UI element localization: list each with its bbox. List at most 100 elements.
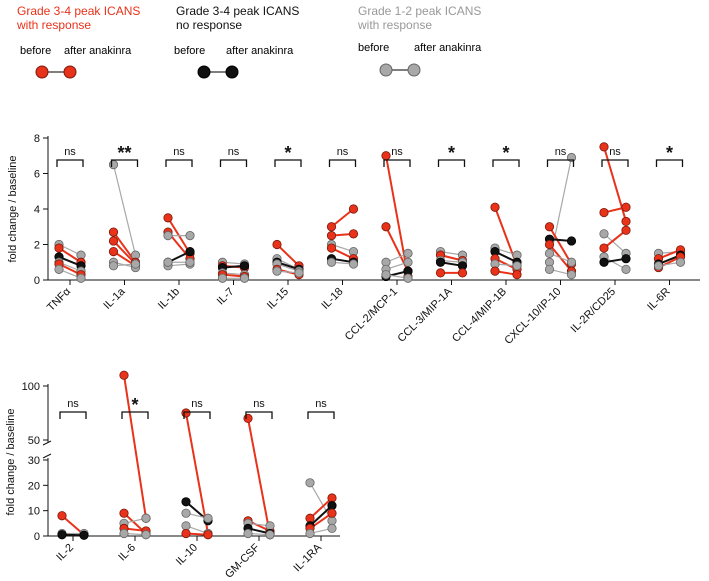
top-8-point-before-5: [490, 266, 500, 276]
bottom-4-sig-label: ns: [315, 398, 327, 410]
legend-response-title-2: with response: [17, 18, 92, 32]
top-9-point-after-5: [566, 270, 577, 280]
top-0-point-before-5: [54, 264, 64, 274]
top-category-label-11: IL-6R: [645, 286, 673, 314]
top-6-point-after-5: [403, 273, 413, 283]
bottom-y-tick-label-10: 10: [28, 506, 40, 518]
top-2-sig-label: ns: [173, 146, 185, 158]
top-2-point-before-5: [163, 257, 173, 267]
top-7-point-before-3: [435, 257, 446, 267]
top-y-axis-title: fold change / baseline: [7, 155, 19, 262]
top-category-label-2: IL-1b: [156, 286, 182, 312]
bottom-1-pair-line-0: [123, 375, 147, 519]
legend-grade12-title-2: with response: [358, 18, 433, 32]
bottom-4-sig-bracket: [307, 411, 335, 419]
top-y-tick-label-4: 4: [34, 204, 40, 216]
top-0-sig-bracket: [56, 159, 84, 167]
top-3-point-before-5: [217, 273, 228, 283]
top-3-sig-label: ns: [228, 146, 240, 158]
bottom-0-point-before-0: [57, 511, 67, 521]
bottom-y-tick-label-50: 50: [28, 435, 40, 447]
legend-response-before: before: [20, 45, 52, 57]
legend-noresponse-title-1: Grade 3-4 peak ICANS: [176, 4, 300, 18]
bottom-3-point-before-4: [243, 528, 253, 539]
bottom-4-point-before-0: [305, 478, 315, 488]
top-1-pair-line-0: [112, 164, 137, 256]
top-5-point-after-1: [348, 229, 359, 239]
top-7-sig-label: *: [448, 143, 455, 163]
top-6-point-after-2: [403, 248, 413, 258]
bottom-2-point-before-1: [181, 497, 191, 507]
bottom-4-point-after-1: [327, 493, 337, 503]
bottom-3-sig-label: ns: [253, 398, 265, 410]
bottom-3-point-before-0: [243, 413, 253, 423]
top-category-label-10: IL-2R/CD25: [569, 286, 619, 336]
top-4-pair-line-0: [276, 243, 300, 267]
bottom-2-pair-line-0: [185, 412, 209, 534]
top-6-sig-bracket: [383, 159, 411, 167]
legend-noresponse-before: before: [174, 45, 206, 57]
legend-grade12-before: before: [358, 42, 390, 54]
top-9-point-after-2: [566, 236, 577, 246]
top-6-point-before-5: [381, 270, 391, 280]
top-2-point-after-5: [185, 257, 195, 267]
top-5-sig-bracket: [328, 159, 357, 167]
top-10-point-before-0: [599, 142, 609, 152]
top-1-point-before-3: [108, 247, 119, 257]
bottom-4-point-before-1: [305, 513, 315, 523]
bottom-category-label-1: IL-6: [116, 542, 138, 564]
bottom-y-tick-label-20: 20: [28, 480, 40, 492]
legend-dot-after-grade12: [407, 63, 421, 77]
top-2-point-before-0: [163, 213, 173, 223]
legend-grade12-after: after anakinra: [414, 42, 482, 54]
bottom-y-tick-label-0: 0: [34, 531, 40, 543]
top-1-sig-label: **: [117, 143, 131, 163]
bottom-2-point-after-4: [203, 530, 213, 540]
bottom-1-point-before-1: [119, 508, 129, 518]
top-3-point-after-5: [239, 273, 250, 283]
bottom-2-point-before-2: [181, 508, 191, 518]
top-7-point-before-4: [435, 268, 446, 278]
top-category-label-4: IL-15: [265, 286, 291, 312]
top-9-point-before-4: [544, 248, 555, 258]
top-1-point-after-5: [130, 259, 141, 269]
bottom-0-point-before-2: [57, 530, 67, 540]
legend-noresponse-title: Grade 3-4 peak ICANS no response: [176, 4, 299, 32]
bottom-axis-break-1: [42, 440, 52, 446]
top-10-sig-bracket: [601, 159, 629, 167]
top-9-point-after-4: [566, 257, 577, 267]
top-8-point-after-4: [512, 261, 522, 271]
top-10-point-after-3: [621, 225, 631, 235]
bottom-4-pair-line-2: [309, 504, 333, 527]
top-10-point-before-3: [599, 243, 609, 253]
bottom-2-point-before-3: [181, 521, 191, 531]
top-8-point-after-5: [512, 270, 522, 280]
bottom-4-pair-line-1: [309, 497, 333, 520]
top-category-label-5: IL-18: [319, 286, 345, 312]
bottom-2-point-before-0: [181, 408, 191, 418]
legend-dot-before-grade12: [379, 63, 393, 77]
top-3-sig-bracket: [219, 159, 248, 167]
top-y-tick-label-6: 6: [34, 169, 40, 181]
bottom-axis-break-2: [42, 453, 52, 459]
top-5-point-before-1: [326, 231, 337, 241]
top-9-point-before-5: [544, 264, 555, 274]
top-5-pair-line-0: [330, 208, 355, 228]
top-category-label-3: IL-7: [215, 286, 237, 308]
top-10-pair-line-2: [603, 233, 627, 254]
bottom-y-tick-label-100: 100: [22, 381, 40, 393]
bottom-2-sig-bracket: [183, 411, 211, 419]
top-category-label-9: CXCL-10/IP-10: [502, 286, 563, 347]
top-0-sig-label: ns: [64, 146, 76, 158]
top-6-point-after-3: [403, 257, 413, 267]
top-10-point-before-2: [599, 229, 609, 239]
top-2-sig-bracket: [165, 159, 193, 167]
top-y-tick-label-0: 0: [34, 275, 40, 287]
top-10-pair-line-3: [603, 229, 627, 249]
top-10-point-after-0: [621, 216, 631, 227]
top-4-point-after-5: [294, 268, 304, 278]
top-9-point-before-3: [544, 239, 555, 250]
legend-response-title-1: Grade 3-4 peak ICANS: [17, 4, 141, 18]
top-6-pair-line-0: [385, 155, 409, 277]
